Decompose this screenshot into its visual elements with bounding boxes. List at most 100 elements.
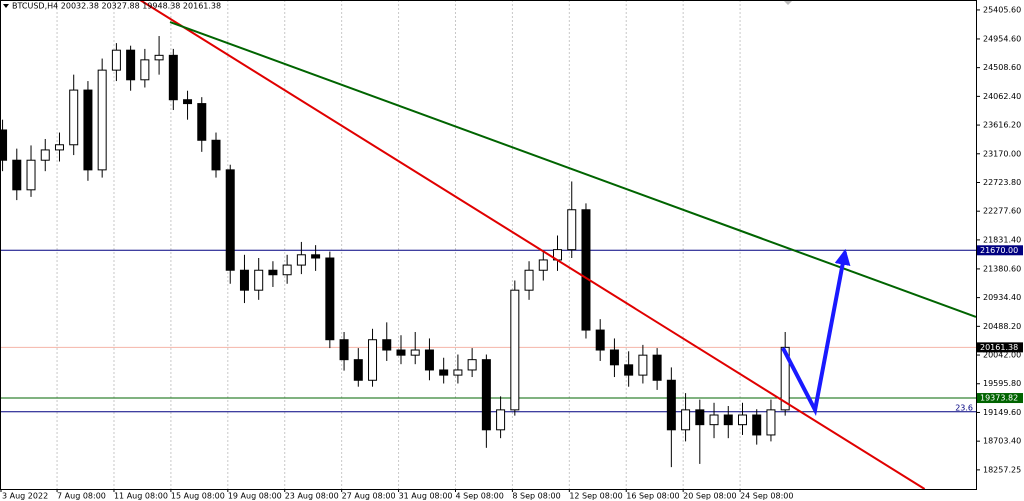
candle-body: [282, 264, 292, 276]
x-tick-label: 8 Sep 08:00: [512, 492, 560, 501]
candle-body: [126, 49, 136, 81]
candle-body: [12, 159, 22, 191]
level-box: [977, 393, 1023, 404]
candle-body: [609, 349, 619, 366]
y-tick-label: 24508.60: [983, 63, 1021, 72]
candle-body: [168, 54, 178, 101]
y-tick-label: 18257.25: [983, 465, 1021, 474]
candle-body: [780, 346, 790, 411]
candle-body: [567, 209, 577, 251]
x-tick-label: 15 Aug 08:00: [171, 492, 225, 501]
y-tick-label: 24954.60: [983, 34, 1021, 43]
x-tick-label: 27 Aug 08:00: [342, 492, 396, 501]
x-tick-label: 19 Aug 08:00: [228, 492, 282, 501]
candle-body: [524, 269, 534, 291]
candle-body: [595, 329, 605, 351]
y-tick-label: 25405.60: [983, 5, 1021, 14]
candle-body: [225, 169, 235, 271]
candle-body: [40, 149, 50, 161]
candle-body: [453, 369, 463, 376]
y-tick-label: 18703.40: [983, 437, 1021, 446]
candle-body: [97, 69, 107, 171]
candle-body: [695, 409, 705, 426]
x-tick-label: 16 Sep 08:00: [626, 492, 679, 501]
candle-body: [624, 364, 634, 376]
candle-body: [666, 379, 676, 431]
candle-body: [467, 359, 477, 371]
x-tick-label: 7 Aug 08:00: [57, 492, 106, 501]
candle-body: [26, 159, 36, 191]
y-tick-label: 19595.80: [983, 379, 1021, 388]
candle-body: [481, 359, 491, 431]
candle-body: [382, 339, 392, 351]
candle-body: [538, 259, 548, 271]
candle-body: [353, 359, 363, 381]
x-tick-label: 4 Sep 08:00: [455, 492, 503, 501]
x-tick-label: 3 Aug 2022: [2, 492, 48, 501]
candle-body: [737, 414, 747, 426]
candle-body: [311, 254, 321, 259]
y-tick-label: 22723.80: [983, 178, 1021, 187]
y-tick-label: 19149.60: [983, 408, 1021, 417]
y-tick-label: 24062.40: [983, 92, 1021, 101]
x-tick-label: 20 Sep 08:00: [683, 492, 736, 501]
level-label: 20161.38: [980, 343, 1018, 352]
y-tick-label: 21831.40: [983, 235, 1021, 244]
y-tick-label: 23616.20: [983, 121, 1021, 130]
chart-title: BTCUSD,H4 20032.38 20327.88 19948.38 201…: [12, 2, 221, 11]
candle-body: [239, 269, 249, 291]
candle-body: [339, 339, 349, 361]
level-label: 19373.82: [980, 394, 1018, 403]
candle-body: [510, 289, 520, 411]
candle-body: [197, 103, 207, 141]
candle-body: [496, 409, 506, 431]
candle-body: [296, 254, 306, 266]
candle-body: [254, 269, 264, 291]
candle-body: [325, 257, 335, 341]
x-tick-label: 24 Sep 08:00: [740, 492, 793, 501]
x-tick-label: 12 Sep 08:00: [569, 492, 622, 501]
plot-border: [0, 0, 977, 490]
candle-body: [681, 409, 691, 431]
candle-body: [111, 49, 121, 71]
y-tick-label: 20042.00: [983, 351, 1021, 360]
candle-body: [396, 349, 406, 356]
candle-body: [410, 349, 420, 356]
y-tick-label: 21380.60: [983, 264, 1021, 273]
trend-line: [139, 0, 926, 490]
candle-body: [211, 139, 221, 171]
candle-body: [439, 369, 449, 376]
arrow: [781, 248, 851, 416]
candle-body: [709, 414, 719, 426]
candle-body: [69, 89, 79, 146]
candle-body: [581, 209, 591, 331]
candle-body: [54, 144, 64, 151]
level-box: [977, 245, 1023, 256]
x-tick-label: 11 Aug 08:00: [114, 492, 168, 501]
y-tick-label: 23170.00: [983, 149, 1021, 158]
candle-body: [652, 354, 662, 381]
x-tick-label: 23 Aug 08:00: [285, 492, 339, 501]
x-tick-label: 31 Aug 08:00: [399, 492, 453, 501]
candle-body: [183, 99, 193, 105]
candle-body: [424, 349, 434, 371]
candle-body: [368, 339, 378, 381]
candle-body: [638, 354, 648, 376]
shift-marker: [784, 1, 792, 5]
level-label: 21670.00: [980, 246, 1018, 255]
level-label: 23.6: [955, 403, 973, 412]
level-box: [977, 342, 1023, 353]
candle-body: [752, 414, 762, 436]
candle-body: [154, 54, 164, 61]
candle-body: [268, 269, 278, 276]
candle-body: [140, 59, 150, 81]
y-tick-label: 20488.20: [983, 322, 1021, 331]
candle-body: [0, 129, 8, 161]
y-tick-label: 20934.40: [983, 293, 1021, 302]
candle-body: [83, 89, 93, 171]
y-tick-label: 22277.60: [983, 207, 1021, 216]
menu-arrow: [3, 4, 9, 8]
candle-body: [723, 414, 733, 426]
candle-body: [766, 409, 776, 436]
